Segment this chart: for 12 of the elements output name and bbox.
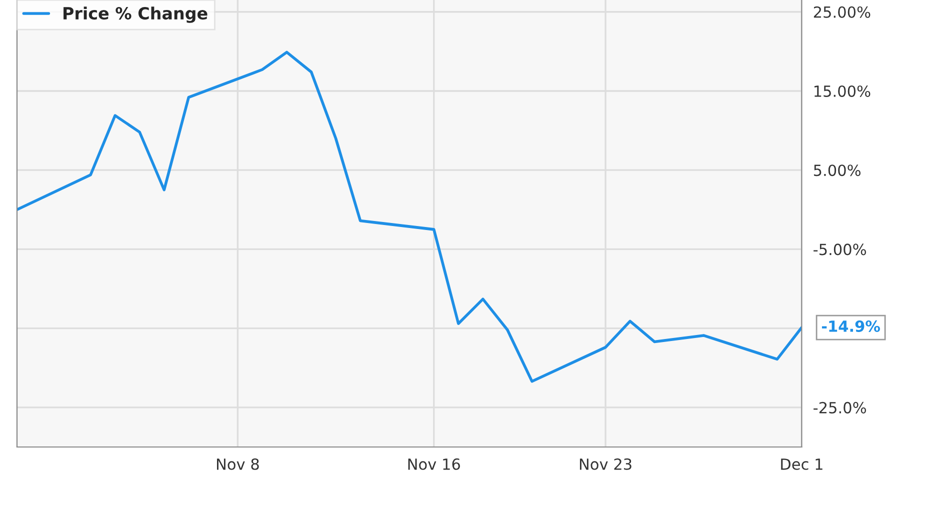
y-tick-label: 25.00% bbox=[814, 6, 870, 18]
data-label: -14.9% bbox=[822, 320, 880, 332]
y-tick-label: -25.0% bbox=[814, 402, 866, 414]
legend-label: Price % Change bbox=[64, 6, 208, 23]
y-tick-label: 5.00% bbox=[814, 164, 860, 176]
y-tick-label: 15.00% bbox=[814, 85, 870, 98]
line-series bbox=[17, 50, 802, 383]
x-tick-label: Dec 1 bbox=[781, 458, 822, 470]
x-tick-label: Nov 8 bbox=[217, 458, 259, 470]
x-tick-label: Nov 16 bbox=[408, 458, 460, 470]
y-tick-label: -5.00% bbox=[814, 244, 866, 256]
x-tick-label: Nov 23 bbox=[580, 458, 632, 470]
